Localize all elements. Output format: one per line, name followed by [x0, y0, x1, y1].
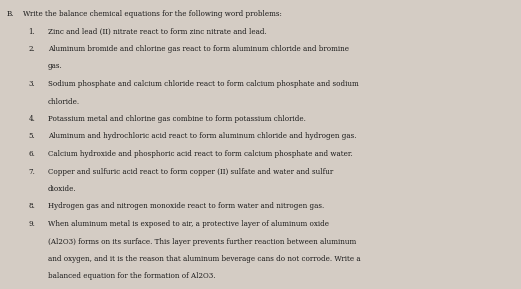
Text: Calcium hydroxide and phosphoric acid react to form calcium phosphate and water.: Calcium hydroxide and phosphoric acid re… [48, 150, 353, 158]
Text: chloride.: chloride. [48, 97, 80, 105]
Text: 9.: 9. [29, 220, 35, 228]
Text: Potassium metal and chlorine gas combine to form potassium chloride.: Potassium metal and chlorine gas combine… [48, 115, 306, 123]
Text: dioxide.: dioxide. [48, 185, 77, 193]
Text: 6.: 6. [29, 150, 35, 158]
Text: Zinc and lead (II) nitrate react to form zinc nitrate and lead.: Zinc and lead (II) nitrate react to form… [48, 27, 267, 36]
Text: B.: B. [6, 10, 14, 18]
Text: (Al2O3) forms on its surface. This layer prevents further reaction between alumi: (Al2O3) forms on its surface. This layer… [48, 238, 356, 245]
Text: 1.: 1. [29, 27, 35, 36]
Text: Sodium phosphate and calcium chloride react to form calcium phosphate and sodium: Sodium phosphate and calcium chloride re… [48, 80, 358, 88]
Text: Hydrogen gas and nitrogen monoxide react to form water and nitrogen gas.: Hydrogen gas and nitrogen monoxide react… [48, 203, 324, 210]
Text: 4.: 4. [29, 115, 35, 123]
Text: 5.: 5. [29, 132, 35, 140]
Text: 3.: 3. [29, 80, 35, 88]
Text: Write the balance chemical equations for the following word problems:: Write the balance chemical equations for… [23, 10, 282, 18]
Text: 2.: 2. [29, 45, 35, 53]
Text: When aluminum metal is exposed to air, a protective layer of aluminum oxide: When aluminum metal is exposed to air, a… [48, 220, 329, 228]
Text: gas.: gas. [48, 62, 63, 71]
Text: and oxygen, and it is the reason that aluminum beverage cans do not corrode. Wri: and oxygen, and it is the reason that al… [48, 255, 361, 263]
Text: balanced equation for the formation of Al2O3.: balanced equation for the formation of A… [48, 273, 215, 281]
Text: 8.: 8. [29, 203, 35, 210]
Text: 7.: 7. [29, 168, 35, 175]
Text: Aluminum and hydrochloric acid react to form aluminum chloride and hydrogen gas.: Aluminum and hydrochloric acid react to … [48, 132, 356, 140]
Text: Aluminum bromide and chlorine gas react to form aluminum chloride and bromine: Aluminum bromide and chlorine gas react … [48, 45, 349, 53]
Text: Copper and sulfuric acid react to form copper (II) sulfate and water and sulfur: Copper and sulfuric acid react to form c… [48, 168, 333, 175]
